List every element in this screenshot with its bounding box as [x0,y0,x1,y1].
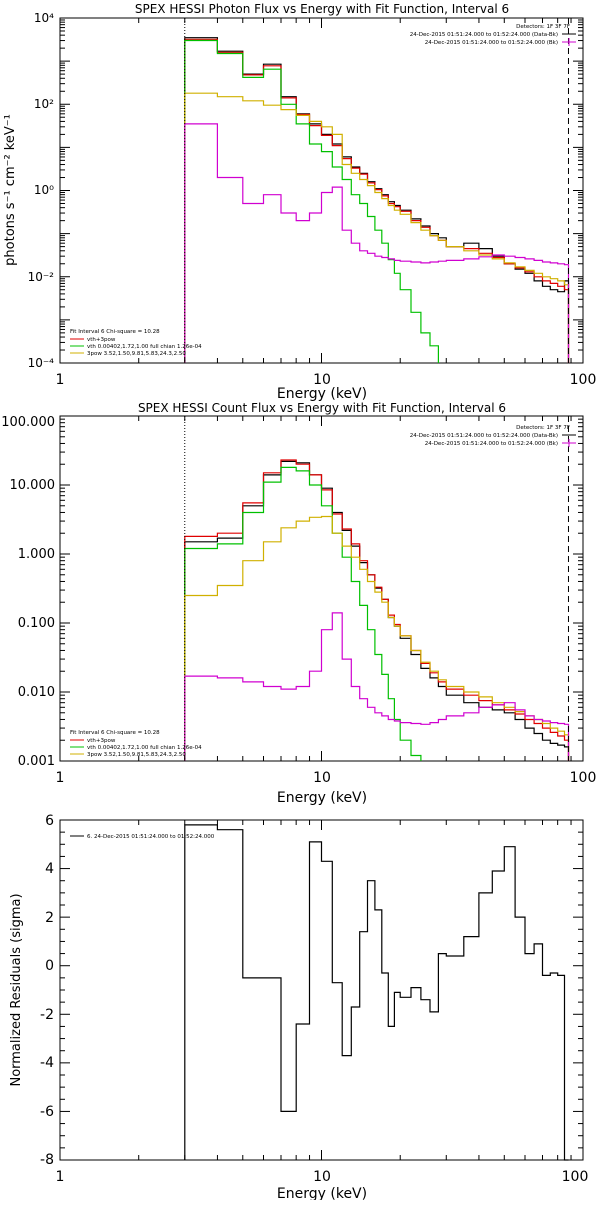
count-flux-y-tick-label: 10.000 [10,478,56,493]
count-flux-series-line-1 [184,459,570,761]
count-flux-y-tick-label: 0.010 [18,685,55,700]
photon-flux-bk-interval: 24-Dec-2015 01:51:24.000 to 01:52:24.000… [425,40,558,46]
photon-flux-legend-heading: Fit Interval 6 Chi-square = 10.28 [70,329,160,335]
count-flux-x-tick-label: 100 [570,770,597,786]
count-flux-ticks [59,416,583,762]
count-flux-x-tick-label: 10 [313,770,331,786]
residuals-x-axis-label: Energy (keV) [277,1186,367,1200]
residuals-legend-entry: 6. 24-Dec-2015 01:51:24.000 to 01:52:24.… [87,834,215,840]
count-flux-bk-interval: 24-Dec-2015 01:51:24.000 to 01:52:24.000… [425,441,558,447]
photon-flux-x-tick-label: 100 [570,372,597,388]
photon-flux-x-tick-label: 10 [313,372,331,388]
photon-flux-series-line-1 [184,38,570,363]
residuals-y-axis-label: Normalized Residuals (sigma) [9,893,24,1086]
photon-flux-ticks [59,18,583,364]
residuals-panel: -8 -6 -4 -2 0 2 4 6 1 10 100 Energy (keV… [9,813,589,1202]
count-flux-y-tick-label: 0.100 [18,616,55,631]
photon-flux-series [184,37,570,363]
count-flux-legend-entry: 3pow 3.52,1.50,9.81,5.83,24.3,2.50 [87,752,186,758]
photon-flux-y-tick-label: 10⁴ [34,11,54,25]
count-flux-y-tick-label: 0.001 [18,754,55,769]
photon-flux-marker-lines [184,18,569,363]
count-flux-series-line-3 [184,515,570,761]
residuals-x-tick-label: 100 [562,1169,589,1185]
count-flux-x-axis-label: Energy (keV) [277,790,367,806]
photon-flux-x-tick-label: 1 [56,372,65,388]
residuals-ticks [59,819,583,1161]
photon-flux-series-line-4 [184,123,570,363]
photon-flux-detectors-label: Detectors: 1F 3F 7F [516,24,570,30]
count-flux-y-tick-label: 1.000 [18,547,55,562]
residuals-y-tick-label: 0 [45,958,54,974]
photon-flux-title: SPEX HESSI Photon Flux vs Energy with Fi… [135,2,509,16]
count-flux-data-bk-interval: 24-Dec-2015 01:51:24.000 to 01:52:24.000… [410,433,558,439]
photon-flux-y-tick-label: 10⁻⁴ [28,356,55,370]
residuals-y-tick-label: -6 [40,1104,54,1120]
count-flux-panel: SPEX HESSI Count Flux vs Energy with Fit… [1,401,596,806]
count-flux-series [184,459,570,761]
residuals-y-tick-label: 2 [45,910,54,926]
residuals-y-tick-label: 4 [45,861,54,877]
photon-flux-legend-entry: 3pow 3.52,1.50,9.81,5.83,24.3,2.50 [87,351,186,357]
count-flux-detectors-label: Detectors: 1F 3F 7F [516,425,570,431]
count-flux-title: SPEX HESSI Count Flux vs Energy with Fit… [138,401,506,415]
photon-flux-y-tick-label: 10² [34,97,54,111]
count-flux-series-line-4 [184,612,570,761]
residuals-y-tick-label: -2 [40,1007,54,1023]
count-flux-x-tick-label: 1 [56,770,65,786]
residuals-y-tick-label: -8 [40,1152,54,1168]
count-flux-marker-lines [184,416,569,761]
photon-flux-y-tick-label: 10⁻² [28,270,55,284]
photon-flux-legend-entry: vth 0.00402,1.72,1.00 full chian 1.26e-0… [87,344,202,350]
photon-flux-y-tick-label: 10⁰ [34,183,54,197]
count-flux-legend-heading: Fit Interval 6 Chi-square = 10.28 [70,730,160,736]
count-flux-legend-entry: vth 0.00402,1.72,1.00 full chian 1.26e-0… [87,745,202,751]
residuals-y-tick-label: 6 [45,813,54,829]
residuals-x-tick-label: 10 [313,1169,331,1185]
photon-flux-series-line-2 [184,39,439,363]
residuals-series [184,824,569,1161]
photon-flux-legend-entry: vth+3pow [87,337,116,343]
photon-flux-x-axis-label: Energy (keV) [277,386,367,402]
count-flux-y-tick-label: 100.000 [1,415,55,430]
residuals-x-tick-label: 1 [56,1169,65,1185]
photon-flux-panel: SPEX HESSI Photon Flux vs Energy with Fi… [3,2,596,402]
count-flux-series-line-2 [184,466,422,761]
photon-flux-plot-frame [59,17,584,364]
photon-flux-data-bk-interval: 24-Dec-2015 01:51:24.000 to 01:52:24.000… [410,32,558,38]
residuals-y-tick-label: -4 [40,1055,54,1071]
count-flux-legend-entry: vth+3pow [87,738,116,744]
residuals-series-line-0 [184,824,569,1161]
photon-flux-y-axis-label: photons s⁻¹ cm⁻² keV⁻¹ [3,114,18,266]
photon-flux-series-line-3 [184,92,570,363]
